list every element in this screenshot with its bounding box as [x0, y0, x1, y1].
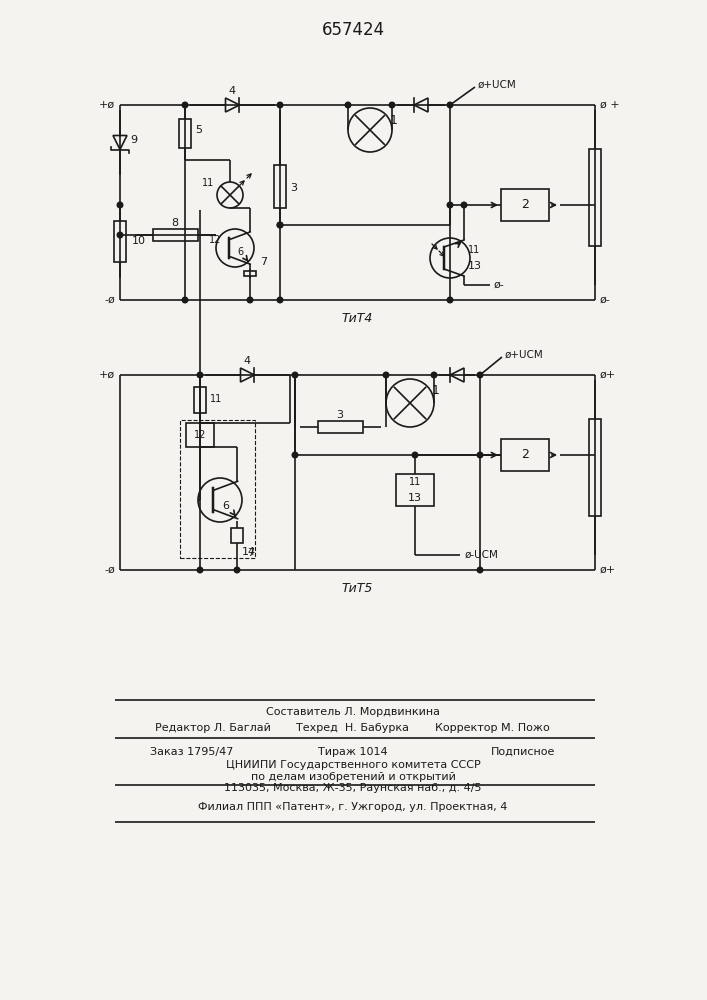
Bar — [244, 271, 256, 276]
Text: 2: 2 — [521, 198, 529, 212]
Circle shape — [197, 567, 203, 573]
Bar — [501, 439, 549, 471]
Circle shape — [234, 567, 240, 573]
Circle shape — [182, 297, 188, 303]
Circle shape — [292, 452, 298, 458]
Bar — [589, 149, 601, 246]
Text: 9: 9 — [130, 135, 137, 145]
Bar — [186, 423, 214, 447]
Text: 3: 3 — [290, 183, 297, 193]
Bar — [231, 528, 243, 543]
Text: 7: 7 — [247, 548, 254, 558]
Text: 11: 11 — [210, 394, 222, 404]
Text: 12: 12 — [194, 430, 206, 440]
Text: 12: 12 — [209, 235, 221, 245]
Text: Тираж 1014: Тираж 1014 — [318, 747, 388, 757]
Text: +ø: +ø — [99, 370, 115, 380]
Text: 11: 11 — [468, 245, 480, 255]
Text: 4: 4 — [243, 356, 250, 366]
Text: 14: 14 — [242, 547, 256, 557]
Text: 4: 4 — [228, 86, 235, 96]
Circle shape — [292, 372, 298, 378]
Text: 5: 5 — [195, 125, 202, 135]
Text: 8: 8 — [171, 218, 179, 228]
Text: ø+: ø+ — [600, 565, 616, 575]
Circle shape — [247, 297, 253, 303]
Bar — [179, 119, 191, 148]
Bar — [318, 421, 363, 433]
Text: 13: 13 — [408, 493, 422, 503]
Circle shape — [477, 567, 483, 573]
Circle shape — [461, 202, 467, 208]
Circle shape — [117, 202, 123, 208]
Text: ΤиТ4: ΤиТ4 — [341, 312, 373, 324]
Text: 113035, Москва, Ж-35, Раунская наб., д. 4/5: 113035, Москва, Ж-35, Раунская наб., д. … — [224, 783, 481, 793]
Bar — [501, 189, 549, 221]
Circle shape — [277, 222, 283, 228]
Text: ø+UСМ: ø+UСМ — [505, 350, 544, 360]
Bar — [180, 420, 255, 558]
Circle shape — [431, 372, 437, 378]
Bar — [153, 229, 198, 241]
Bar — [589, 419, 601, 516]
Circle shape — [197, 372, 203, 378]
Circle shape — [448, 297, 452, 303]
Text: +ø: +ø — [99, 100, 115, 110]
Text: 2: 2 — [521, 448, 529, 462]
Circle shape — [383, 372, 389, 378]
Text: ø +: ø + — [600, 100, 619, 110]
Text: ø-: ø- — [494, 280, 505, 290]
Text: 10: 10 — [132, 236, 146, 246]
Text: ЦНИИПИ Государственного комитета СССР: ЦНИИПИ Государственного комитета СССР — [226, 760, 480, 770]
Text: Составитель Л. Мордвинкина: Составитель Л. Мордвинкина — [266, 707, 440, 717]
Text: 13: 13 — [468, 261, 482, 271]
Circle shape — [182, 102, 188, 108]
Text: Техред  Н. Бабурка: Техред Н. Бабурка — [296, 723, 409, 733]
Text: Филиал ППП «Патент», г. Ужгород, ул. Проектная, 4: Филиал ППП «Патент», г. Ужгород, ул. Про… — [198, 802, 508, 812]
Circle shape — [412, 452, 418, 458]
Text: 3: 3 — [337, 410, 344, 420]
Text: ø+UСМ: ø+UСМ — [478, 80, 517, 90]
Bar — [194, 387, 206, 413]
Circle shape — [389, 102, 395, 108]
Text: 7: 7 — [260, 257, 267, 267]
Text: ø-UСМ: ø-UСМ — [465, 550, 499, 560]
Text: 1: 1 — [390, 113, 398, 126]
Circle shape — [277, 297, 283, 303]
Text: 1: 1 — [432, 384, 440, 397]
Text: 657424: 657424 — [322, 21, 385, 39]
Circle shape — [345, 102, 351, 108]
Text: Заказ 1795/47: Заказ 1795/47 — [150, 747, 233, 757]
Circle shape — [448, 202, 452, 208]
Text: 6: 6 — [237, 247, 243, 257]
Text: ø+: ø+ — [600, 370, 616, 380]
Circle shape — [277, 102, 283, 108]
Text: ΤиТ5: ΤиТ5 — [341, 582, 373, 594]
Text: -ø: -ø — [104, 565, 115, 575]
Text: 6: 6 — [222, 501, 229, 511]
Circle shape — [117, 232, 123, 238]
Bar — [396, 474, 434, 506]
Text: 11: 11 — [202, 178, 214, 188]
Text: Корректор М. Пожо: Корректор М. Пожо — [436, 723, 550, 733]
Circle shape — [277, 222, 283, 228]
Circle shape — [477, 452, 483, 458]
Bar — [114, 221, 126, 262]
Text: ø-: ø- — [600, 295, 611, 305]
Text: Редактор Л. Баглай: Редактор Л. Баглай — [155, 723, 271, 733]
Text: 11: 11 — [409, 477, 421, 487]
Circle shape — [448, 102, 452, 108]
Circle shape — [477, 372, 483, 378]
Text: -ø: -ø — [104, 295, 115, 305]
Text: Подписное: Подписное — [491, 747, 555, 757]
Bar — [274, 165, 286, 208]
Text: по делам изобретений и открытий: по делам изобретений и открытий — [250, 772, 455, 782]
